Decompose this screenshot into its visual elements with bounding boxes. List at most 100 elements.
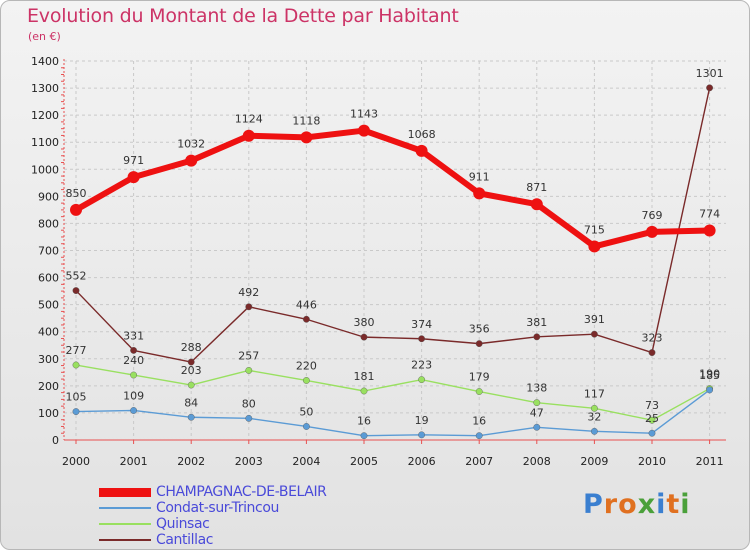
data-label-condat-sur-trincou: 47 [530,406,544,419]
y-tick-label: 800 [38,217,59,230]
data-point-quinsac [187,381,195,389]
data-point-cantillac [533,333,541,341]
logo-letter: t [666,489,681,520]
data-label-cantillac: 323 [642,332,663,345]
data-label-quinsac: 257 [238,349,259,362]
data-point-condat-sur-trincou [360,432,368,440]
x-tick-label: 2001 [120,455,148,468]
data-label-quinsac: 220 [296,359,317,372]
y-tick-label: 0 [52,434,59,447]
legend-swatch [99,487,151,497]
y-tick-label: 1000 [31,163,59,176]
y-tick-label: 700 [38,245,59,258]
x-tick-label: 2008 [523,455,551,468]
data-point-champagnac-de-belair [415,144,428,157]
logo-letter: i [656,489,667,520]
series-line-champagnac-de-belair [74,127,710,250]
data-point-quinsac [245,367,253,374]
data-point-cantillac [302,315,310,323]
data-label-cantillac: 380 [354,316,375,329]
data-label-quinsac: 73 [645,399,659,412]
series-line-condat-sur-trincou [75,389,711,437]
x-tick-label: 2009 [580,455,608,468]
data-point-quinsac [360,387,368,395]
data-point-condat-sur-trincou [475,432,483,440]
data-label-quinsac: 277 [66,344,87,357]
data-point-champagnac-de-belair [242,129,255,142]
data-point-champagnac-de-belair [300,131,313,144]
data-point-cantillac [648,349,656,356]
data-label-cantillac: 1301 [696,67,724,80]
data-point-quinsac [591,404,598,412]
data-point-cantillac [72,287,80,294]
data-point-quinsac [648,416,656,424]
x-tick-label: 2000 [62,455,90,468]
data-label-quinsac: 181 [354,370,375,383]
data-label-quinsac: 138 [526,382,547,395]
y-tick-label: 500 [38,299,59,312]
data-label-champagnac-de-belair: 774 [699,207,720,220]
x-tick-label: 2002 [177,455,205,468]
data-point-cantillac [187,358,195,366]
data-point-quinsac [72,361,80,369]
logo-letter: r [603,489,619,520]
data-label-condat-sur-trincou: 80 [242,397,256,410]
data-point-quinsac [475,388,483,395]
legend-swatch [99,507,151,509]
chart-title: Evolution du Montant de la Dette par Hab… [27,5,459,27]
data-label-quinsac: 179 [469,371,490,384]
data-point-cantillac [360,333,368,341]
data-label-cantillac: 492 [238,286,259,299]
data-point-champagnac-de-belair [185,154,198,167]
data-point-condat-sur-trincou [706,386,713,394]
data-point-condat-sur-trincou [591,427,598,435]
legend-label: Cantillac [156,532,214,548]
data-label-quinsac: 203 [181,364,202,377]
data-point-condat-sur-trincou [302,423,310,430]
y-tick-label: 1200 [31,109,59,122]
data-label-champagnac-de-belair: 1143 [350,108,378,121]
data-point-condat-sur-trincou [130,407,138,414]
data-labels: 552 331 288 492 446 380 374 356 381 391 323 1301 277… [66,67,724,428]
logo-letter: x [637,489,657,520]
data-label-condat-sur-trincou: 32 [587,410,601,423]
y-tick-label: 1400 [31,55,59,68]
data-label-champagnac-de-belair: 1118 [292,114,320,127]
data-label-condat-sur-trincou: 16 [357,415,371,428]
x-tick-label: 2007 [465,455,493,468]
legend-swatch [99,523,151,525]
data-point-quinsac [533,399,541,407]
x-tick-label: 2011 [696,455,724,468]
data-label-quinsac: 117 [584,387,605,400]
data-label-cantillac: 356 [469,323,490,336]
data-point-champagnac-de-belair [530,198,543,211]
legend-label: Quinsac [156,516,210,532]
data-label-champagnac-de-belair: 769 [642,209,663,222]
data-label-cantillac: 374 [411,318,432,331]
proxiti-logo: Proxiti [583,489,691,520]
data-point-quinsac [418,376,425,384]
data-point-cantillac [475,340,483,348]
data-point-quinsac [130,371,138,379]
data-label-condat-sur-trincou: 84 [184,396,198,409]
data-label-champagnac-de-belair: 971 [123,154,144,167]
series-line-quinsac [75,364,710,421]
data-label-condat-sur-trincou: 109 [123,389,144,402]
data-point-champagnac-de-belair [70,203,82,216]
data-point-condat-sur-trincou [187,413,195,421]
y-tick-label: 200 [38,380,59,393]
data-label-cantillac: 552 [66,270,87,283]
x-tick-label: 2005 [350,455,378,468]
data-point-champagnac-de-belair [703,224,716,237]
data-label-condat-sur-trincou: 25 [645,412,659,425]
data-label-champagnac-de-belair: 1068 [408,128,436,141]
data-label-condat-sur-trincou: 19 [415,414,429,427]
data-point-quinsac [302,377,310,384]
y-tick-label: 600 [38,272,59,285]
data-label-champagnac-de-belair: 850 [66,187,87,200]
data-label-quinsac: 240 [123,354,144,367]
data-label-condat-sur-trincou: 105 [66,391,87,404]
data-label-champagnac-de-belair: 871 [526,181,547,194]
